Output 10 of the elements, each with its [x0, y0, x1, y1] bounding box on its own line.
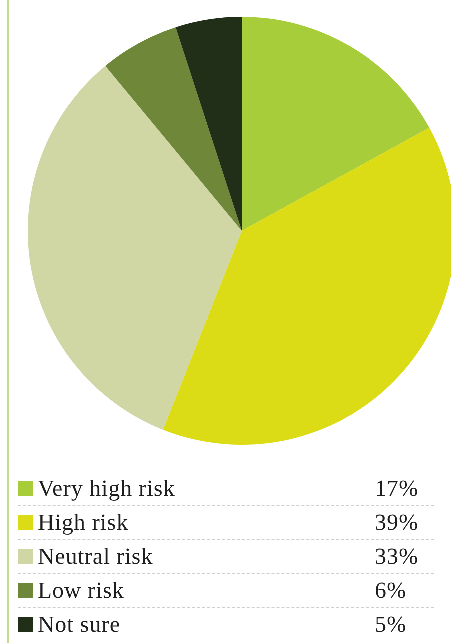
legend-label: Very high risk	[38, 476, 176, 502]
data-label: 6%	[375, 578, 407, 604]
legend-label: Not sure	[38, 612, 121, 638]
data-label: 17%	[375, 476, 419, 502]
legend-label: High risk	[38, 510, 129, 536]
legend-label: Low risk	[38, 578, 124, 604]
data-label: 33%	[375, 544, 419, 570]
legend-label: Neutral risk	[38, 544, 154, 570]
data-label: 39%	[375, 510, 419, 536]
data-label: 5%	[375, 612, 407, 638]
